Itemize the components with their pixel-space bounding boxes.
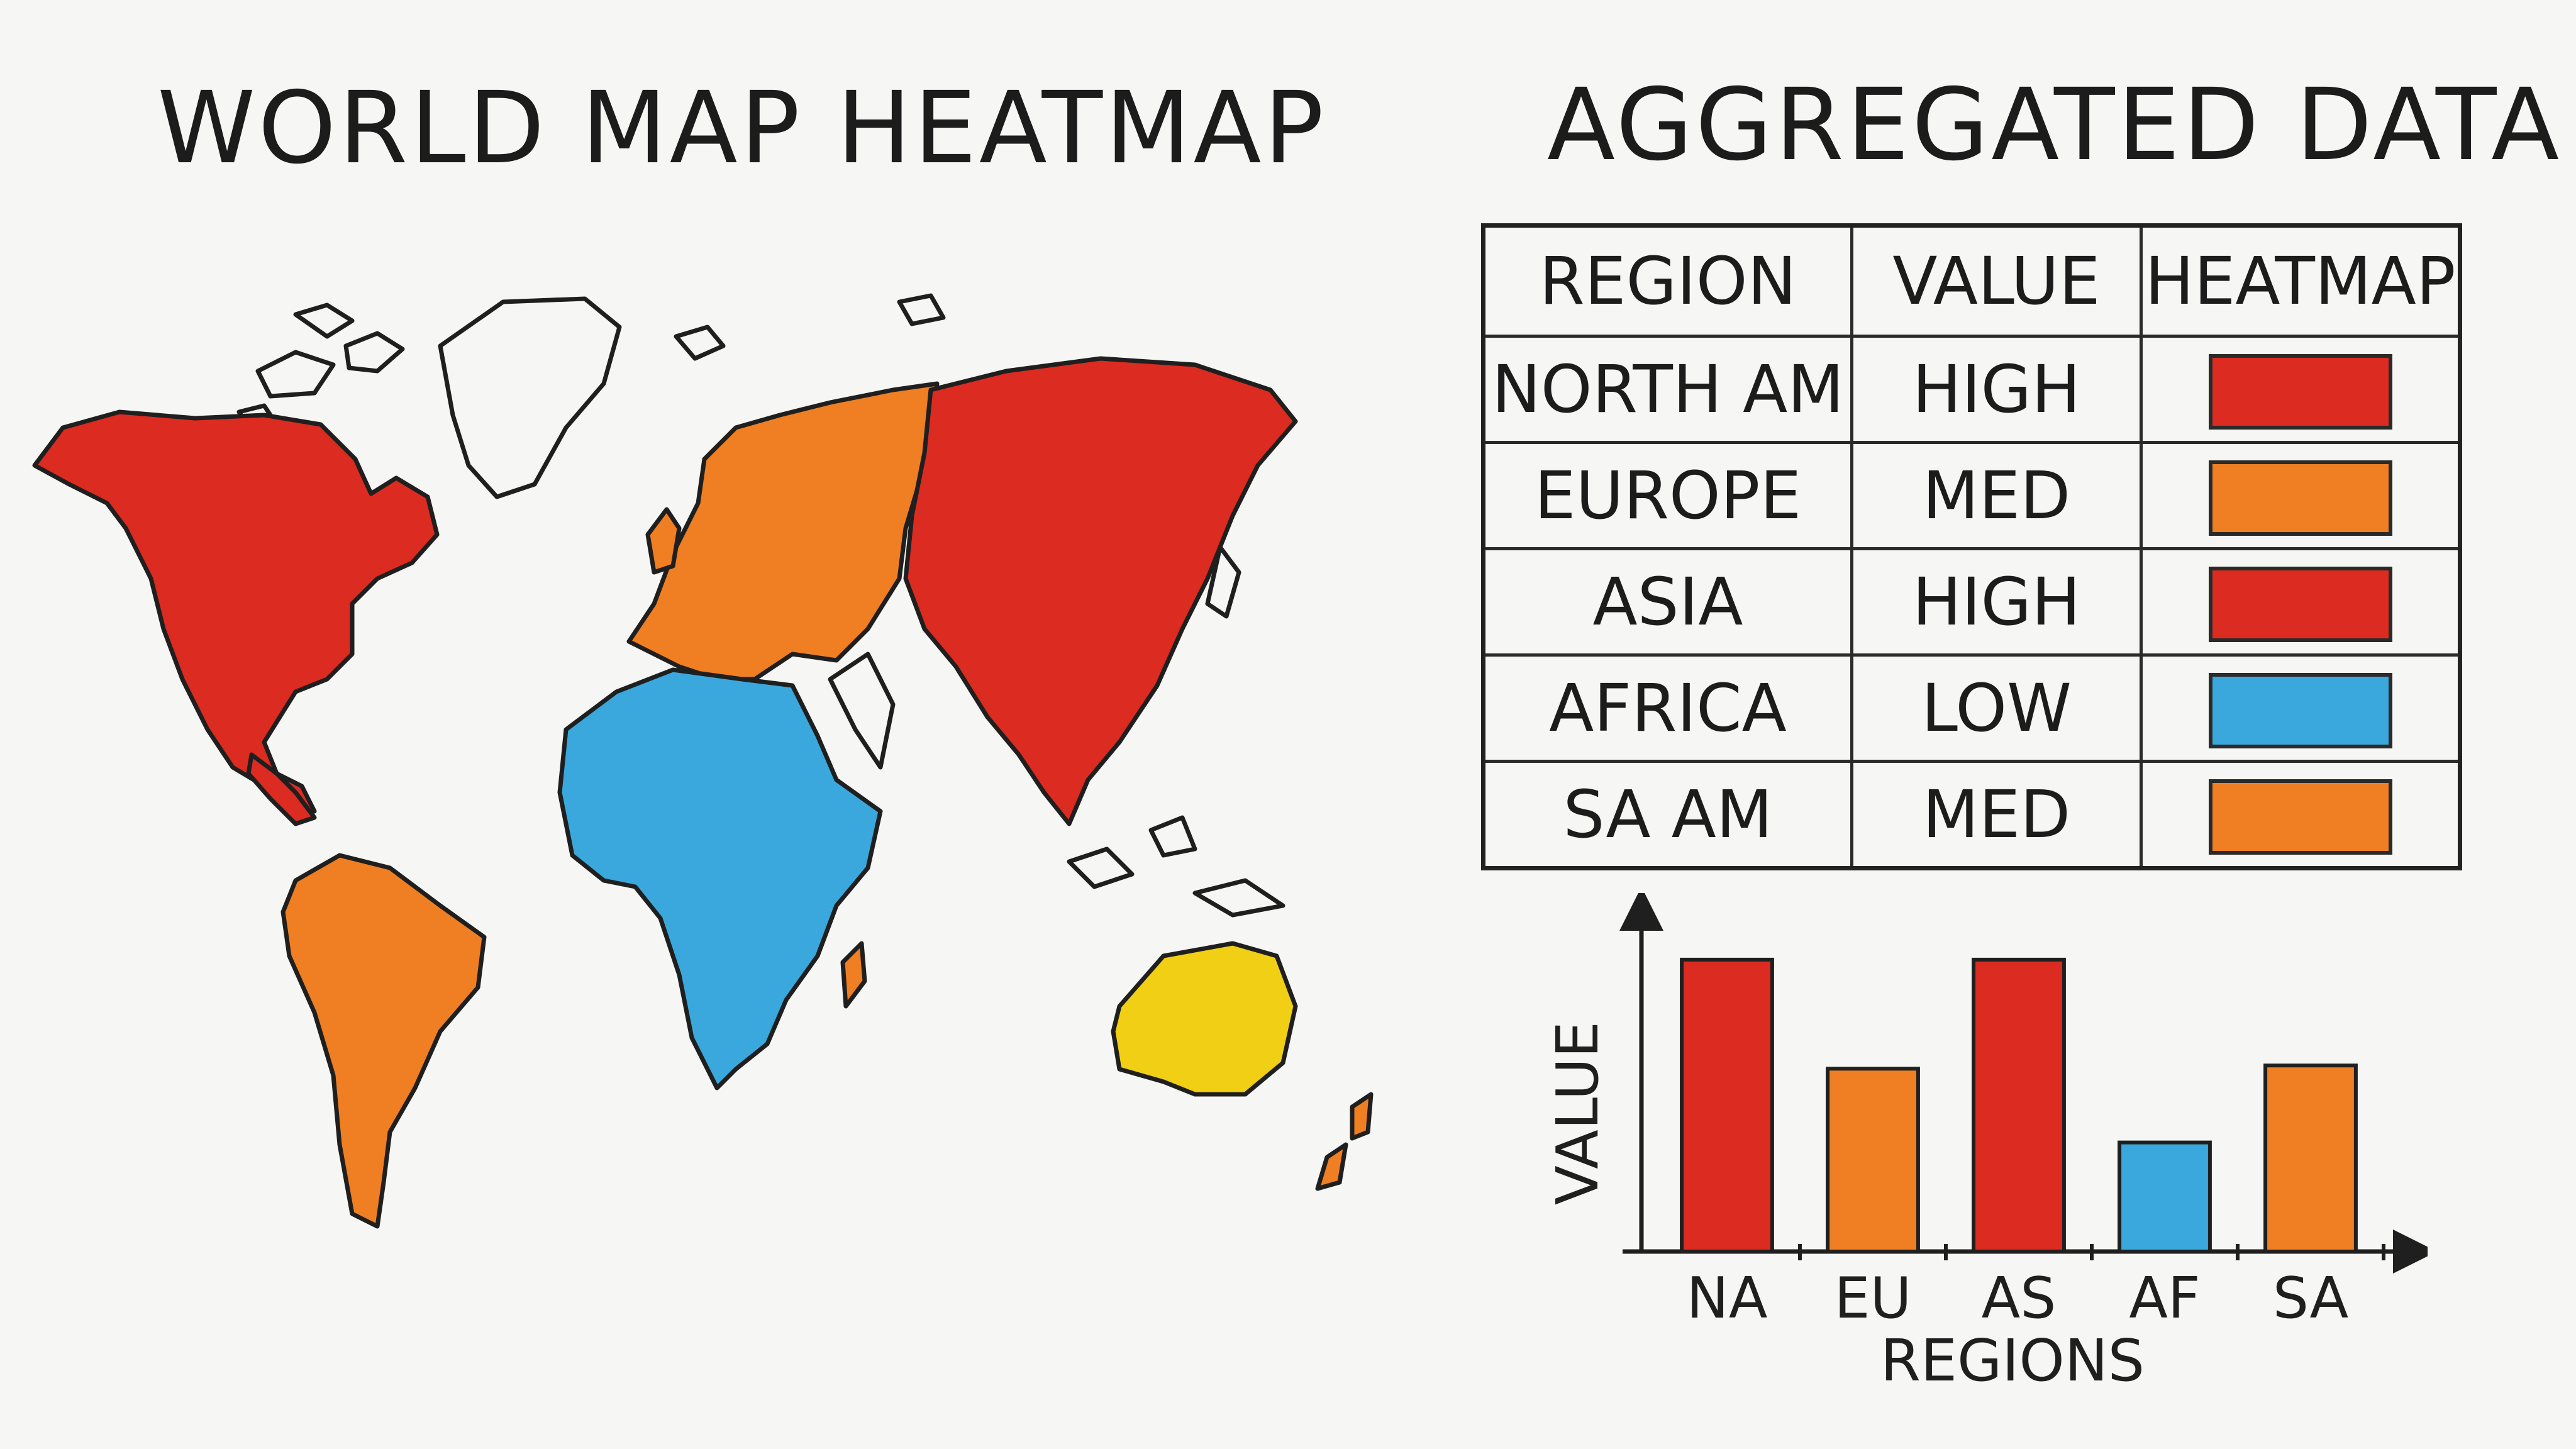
bar-as <box>1972 957 2066 1254</box>
heatmap-cell <box>2140 760 2462 870</box>
map-island-sea <box>1067 847 1135 889</box>
bar-na <box>1680 957 1774 1254</box>
x-axis-label: REGIONS <box>1880 1327 2145 1394</box>
column-header-value: VALUE <box>1850 224 2143 338</box>
table-row: ASIA HIGH <box>1482 547 2462 657</box>
x-tick-label: SA <box>2273 1265 2348 1331</box>
heatmap-cell <box>2140 653 2462 763</box>
map-island-iceland <box>674 325 726 361</box>
table-row: AFRICA LOW <box>1482 653 2462 763</box>
arctic-island <box>293 303 355 339</box>
map-island-sea <box>1192 878 1285 918</box>
heatmap-swatch <box>2208 779 2392 855</box>
map-region-north-america <box>32 409 440 814</box>
value-cell: MED <box>1850 441 2143 550</box>
region-cell: ASIA <box>1482 547 1853 657</box>
arctic-island <box>897 293 946 326</box>
bar-sa <box>2263 1063 2358 1253</box>
heatmap-swatch <box>2208 673 2392 749</box>
map-region-south-america <box>280 853 487 1229</box>
table-row: NORTH AM HIGH <box>1482 335 2462 444</box>
heatmap-swatch <box>2208 460 2392 536</box>
map-island-madagascar <box>840 941 867 1009</box>
value-cell: MED <box>1850 760 2143 870</box>
value-cell: HIGH <box>1850 547 2143 657</box>
column-header-region: REGION <box>1482 224 1853 338</box>
table-row: EUROPE MED <box>1482 441 2462 550</box>
heatmap-cell <box>2140 547 2462 657</box>
map-island-new-zealand <box>1350 1092 1374 1141</box>
aggregated-data-table: REGION VALUE HEATMAP NORTH AM HIGH EUROP… <box>1481 223 2462 870</box>
map-region-africa <box>557 667 883 1091</box>
table-row: SA AM MED <box>1482 760 2462 870</box>
map-island-sea <box>1148 815 1197 858</box>
heatmap-cell <box>2140 441 2462 550</box>
heatmap-cell <box>2140 335 2462 444</box>
y-axis-label: VALUE <box>1547 1021 1611 1205</box>
region-cell: SA AM <box>1482 760 1853 870</box>
map-region-arabia <box>828 652 896 770</box>
table-header-row: REGION VALUE HEATMAP <box>1482 224 2462 338</box>
value-cell: LOW <box>1850 653 2143 763</box>
aggregated-data-title: AGGREGATED DATA <box>1547 67 2562 183</box>
x-tick-label: AF <box>2129 1265 2200 1331</box>
map-region-central-america <box>246 752 317 826</box>
bar-af <box>2118 1140 2212 1253</box>
region-cell: AFRICA <box>1482 653 1853 763</box>
map-region-uk <box>645 507 682 575</box>
map-island-japan <box>1205 545 1241 619</box>
x-tick-label: AS <box>1982 1265 2057 1331</box>
column-header-heatmap: HEATMAP <box>2140 224 2462 338</box>
heatmap-swatch <box>2208 354 2392 430</box>
map-region-asia <box>903 356 1298 826</box>
value-cell: HIGH <box>1850 335 2143 444</box>
map-island-new-zealand <box>1315 1142 1348 1191</box>
map-region-greenland <box>438 296 622 499</box>
x-tick-label: NA <box>1687 1265 1768 1331</box>
region-cell: NORTH AM <box>1482 335 1853 444</box>
region-cell: EUROPE <box>1482 441 1853 550</box>
world-map <box>32 293 1374 1229</box>
arctic-island <box>343 331 405 374</box>
bar-eu <box>1826 1067 1920 1253</box>
bar-chart: VALUE REGIONS NA EU AS AF SA <box>1547 893 2428 1394</box>
arctic-island <box>255 350 336 399</box>
x-tick-label: EU <box>1835 1265 1912 1331</box>
heatmap-swatch <box>2208 567 2392 643</box>
map-region-australia <box>1111 941 1298 1097</box>
map-title: WORLD MAP HEATMAP <box>157 70 1326 186</box>
